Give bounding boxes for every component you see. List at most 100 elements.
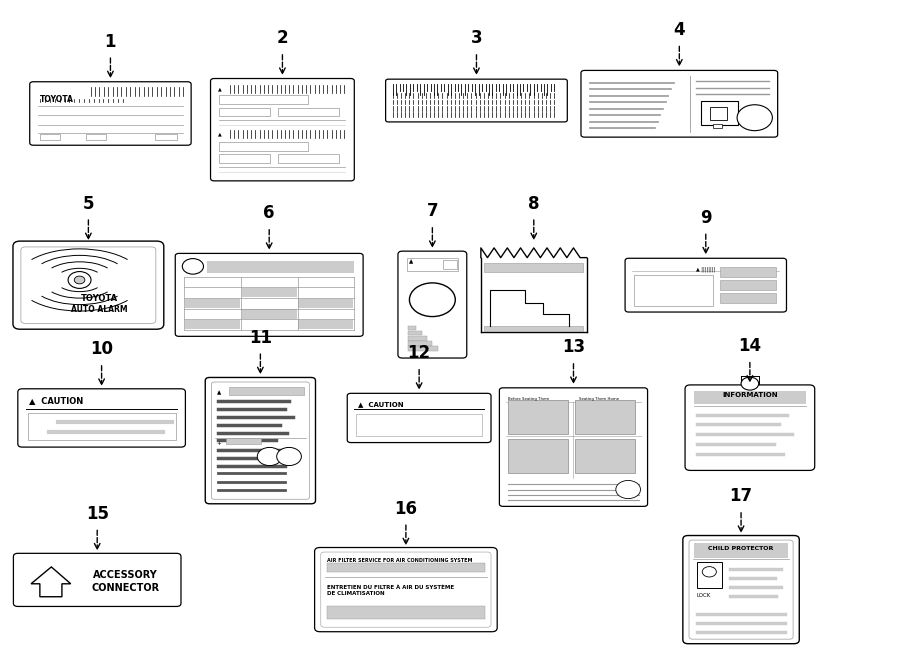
- FancyBboxPatch shape: [683, 535, 799, 644]
- Bar: [720, 280, 776, 290]
- Bar: [701, 101, 738, 126]
- Text: 1: 1: [104, 32, 116, 51]
- Bar: [220, 95, 308, 104]
- Text: 7: 7: [427, 202, 438, 220]
- Text: TOYOTA: TOYOTA: [40, 95, 74, 104]
- Text: AUTO ALARM: AUTO ALARM: [71, 305, 127, 314]
- Bar: [720, 293, 776, 303]
- Text: Seating Them Home: Seating Them Home: [579, 397, 619, 401]
- Bar: [242, 309, 297, 319]
- Text: 15: 15: [86, 505, 109, 523]
- FancyBboxPatch shape: [385, 79, 567, 122]
- Text: 11: 11: [249, 329, 272, 346]
- Text: AIR FILTER SERVICE FOR AIR CONDITIONING SYSTEM: AIR FILTER SERVICE FOR AIR CONDITIONING …: [327, 558, 472, 563]
- FancyBboxPatch shape: [315, 547, 497, 632]
- Text: 14: 14: [738, 337, 761, 355]
- Bar: [484, 263, 583, 272]
- FancyBboxPatch shape: [581, 71, 778, 137]
- Text: ▲ ||||||||: ▲ ||||||||: [697, 266, 716, 272]
- Text: 9: 9: [700, 209, 712, 227]
- Bar: [443, 260, 457, 269]
- Bar: [408, 326, 417, 330]
- Bar: [408, 336, 427, 340]
- Bar: [230, 387, 304, 395]
- Circle shape: [737, 104, 772, 131]
- Circle shape: [741, 377, 759, 390]
- Text: 5: 5: [83, 194, 94, 213]
- Text: ▲  CAUTION: ▲ CAUTION: [358, 401, 403, 407]
- Bar: [207, 261, 355, 273]
- Text: 16: 16: [394, 500, 418, 518]
- Bar: [634, 275, 714, 305]
- Text: 13: 13: [562, 338, 585, 356]
- Bar: [24, 394, 179, 409]
- FancyBboxPatch shape: [212, 382, 310, 499]
- Bar: [408, 346, 437, 351]
- Circle shape: [183, 258, 203, 274]
- Bar: [327, 605, 485, 619]
- Bar: [28, 412, 176, 440]
- Bar: [694, 391, 806, 405]
- Text: 12: 12: [408, 344, 431, 362]
- FancyBboxPatch shape: [18, 389, 185, 447]
- Circle shape: [410, 283, 455, 317]
- Text: 4: 4: [673, 21, 685, 39]
- Bar: [277, 154, 339, 163]
- Circle shape: [257, 447, 282, 465]
- Bar: [508, 400, 568, 434]
- Text: CONNECTOR: CONNECTOR: [92, 582, 159, 593]
- Bar: [220, 154, 270, 163]
- Circle shape: [616, 481, 641, 498]
- Bar: [408, 341, 432, 346]
- Text: ▲  CAUTION: ▲ CAUTION: [30, 396, 84, 405]
- Text: ENTRETIEN DU FILTRE À AIR DU SYSTÈME
DE CLIMATISATION: ENTRETIEN DU FILTRE À AIR DU SYSTÈME DE …: [327, 585, 454, 596]
- FancyBboxPatch shape: [14, 553, 181, 606]
- FancyBboxPatch shape: [685, 385, 814, 471]
- Text: 17: 17: [730, 487, 752, 506]
- Text: 10: 10: [90, 340, 113, 358]
- Circle shape: [702, 566, 716, 577]
- Bar: [407, 258, 458, 271]
- Text: LOCK: LOCK: [697, 592, 711, 598]
- Bar: [40, 134, 59, 140]
- FancyBboxPatch shape: [205, 377, 316, 504]
- Bar: [277, 108, 339, 116]
- Text: ACCESSORY: ACCESSORY: [93, 570, 158, 580]
- Text: ▲: ▲: [218, 132, 221, 137]
- Bar: [697, 562, 722, 588]
- Text: ▲: ▲: [218, 87, 221, 91]
- Bar: [299, 320, 354, 329]
- Bar: [710, 107, 727, 120]
- Text: 6: 6: [264, 204, 274, 222]
- FancyBboxPatch shape: [500, 388, 648, 506]
- Bar: [242, 288, 297, 297]
- FancyBboxPatch shape: [13, 241, 164, 329]
- Bar: [694, 543, 788, 557]
- Text: ▲: ▲: [217, 391, 221, 395]
- Bar: [408, 330, 422, 335]
- Circle shape: [418, 290, 446, 310]
- Bar: [155, 134, 177, 140]
- Bar: [714, 124, 722, 128]
- Text: 3: 3: [471, 30, 482, 48]
- FancyBboxPatch shape: [320, 552, 491, 627]
- Bar: [327, 563, 485, 572]
- Bar: [220, 142, 308, 151]
- Bar: [720, 266, 776, 277]
- FancyBboxPatch shape: [176, 253, 363, 336]
- Text: 2: 2: [276, 30, 288, 48]
- FancyBboxPatch shape: [30, 82, 191, 145]
- Circle shape: [276, 447, 302, 465]
- Text: TOYOTA: TOYOTA: [80, 293, 118, 303]
- Bar: [220, 108, 270, 116]
- Circle shape: [75, 276, 85, 284]
- FancyBboxPatch shape: [398, 251, 467, 358]
- Bar: [185, 320, 240, 329]
- Text: +: +: [217, 441, 221, 446]
- Text: Before Seating Them: Before Seating Them: [508, 397, 550, 401]
- Bar: [185, 299, 240, 308]
- FancyBboxPatch shape: [689, 540, 793, 639]
- Text: 8: 8: [528, 194, 539, 213]
- Circle shape: [68, 272, 91, 288]
- FancyBboxPatch shape: [21, 247, 156, 323]
